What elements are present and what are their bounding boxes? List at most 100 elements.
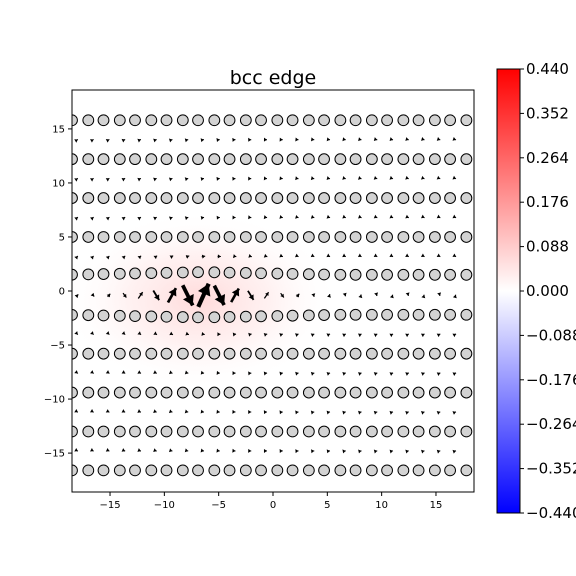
atom-marker xyxy=(176,311,189,323)
displacement-arrow xyxy=(327,294,331,298)
atom-marker xyxy=(223,266,236,279)
atom-marker xyxy=(113,231,126,243)
displacement-arrow xyxy=(263,291,270,299)
atom-marker xyxy=(129,310,141,323)
displacement-arrow xyxy=(74,177,79,182)
x-tick-label: 15 xyxy=(430,500,443,511)
atom-marker xyxy=(72,386,78,399)
atom-marker xyxy=(381,114,393,127)
atom-marker xyxy=(239,231,252,243)
displacement-arrow xyxy=(294,253,299,258)
atom-marker xyxy=(160,231,173,243)
displacement-arrow xyxy=(389,137,394,141)
atom-marker xyxy=(176,153,189,166)
y-tick-label: 5 xyxy=(59,232,65,243)
displacement-arrow xyxy=(405,253,410,258)
atom-marker xyxy=(286,231,299,243)
displacement-arrow xyxy=(310,410,315,415)
displacement-arrow xyxy=(326,449,331,454)
colorbar-ticks: 0.440 0.352 0.264 0.176 0.088 0.000 −0.088 −0.1… xyxy=(520,60,576,522)
displacement-arrow xyxy=(263,137,267,142)
atom-marker xyxy=(365,425,378,438)
displacement-arrow xyxy=(230,287,240,303)
atom-marker xyxy=(286,192,299,204)
atom-marker xyxy=(349,425,362,438)
colorbar-tick-label: −0.352 xyxy=(526,460,576,478)
displacement-arrow xyxy=(310,176,315,181)
displacement-arrow xyxy=(184,370,189,375)
displacement-arrow xyxy=(232,332,237,337)
atom-marker xyxy=(72,308,78,321)
displacement-arrow xyxy=(90,370,94,374)
displacement-arrow xyxy=(216,215,220,220)
displacement-arrow xyxy=(90,255,94,260)
atom-marker xyxy=(208,192,221,204)
displacement-arrow xyxy=(185,255,190,259)
atom-marker xyxy=(192,386,204,399)
atom-marker xyxy=(444,268,456,281)
displacement-arrow xyxy=(389,410,394,415)
atom-marker xyxy=(334,153,347,166)
atom-marker xyxy=(428,386,441,399)
atom-marker xyxy=(113,464,126,477)
y-tick-label: 15 xyxy=(52,124,65,135)
displacement-arrow xyxy=(405,410,409,415)
displacement-arrow xyxy=(232,215,236,220)
atom-marker xyxy=(223,153,236,166)
atom-marker xyxy=(208,266,221,279)
core-stress-glow xyxy=(72,210,340,390)
atom-marker xyxy=(365,231,378,243)
displacement-arrow xyxy=(200,138,205,143)
atom-marker xyxy=(302,347,315,360)
displacement-arrow xyxy=(310,253,315,258)
displacement-arrow xyxy=(405,333,410,338)
atom-marker xyxy=(412,231,425,243)
atom-marker xyxy=(302,425,315,438)
displacement-arrow xyxy=(200,215,205,220)
atom-marker xyxy=(208,386,221,399)
atom-marker xyxy=(145,464,158,477)
displacement-arrow xyxy=(279,215,283,219)
atom-marker xyxy=(397,464,410,477)
atom-marker xyxy=(460,464,473,477)
displacement-arrow xyxy=(436,449,441,454)
atom-marker xyxy=(97,114,110,127)
displacement-arrow xyxy=(358,214,362,219)
displacement-arrow xyxy=(421,372,425,376)
displacement-arrow xyxy=(358,137,362,142)
displacement-arrow xyxy=(90,177,94,182)
displacement-arrow xyxy=(247,290,255,301)
atom-marker xyxy=(334,308,347,321)
displacement-arrow xyxy=(248,371,252,376)
atom-marker xyxy=(255,153,267,166)
atom-marker xyxy=(381,386,393,399)
atom-marker xyxy=(223,192,236,204)
atom-marker xyxy=(444,425,456,438)
atom-marker xyxy=(318,268,330,281)
atom-marker xyxy=(223,114,236,127)
displacement-arrow xyxy=(153,255,158,260)
atom-marker xyxy=(97,347,110,360)
atom-marker xyxy=(428,425,441,438)
atom-marker xyxy=(365,386,378,399)
displacement-arrow xyxy=(420,253,425,258)
atom-marker xyxy=(444,347,456,360)
displacement-arrow xyxy=(263,176,268,181)
atom-marker xyxy=(271,267,284,280)
atom-marker xyxy=(286,309,299,322)
atom-marker xyxy=(72,425,78,438)
displacement-arrow xyxy=(74,370,79,374)
atom-marker xyxy=(349,386,362,399)
displacement-arrow xyxy=(452,333,457,338)
displacement-arrow xyxy=(420,333,425,338)
atom-marker xyxy=(208,347,221,360)
displacement-arrow xyxy=(184,409,189,414)
displacement-arrow xyxy=(295,176,299,181)
atom-marker xyxy=(397,347,410,360)
atom-marker xyxy=(129,231,141,243)
displacement-arrow xyxy=(153,138,157,143)
atom-marker xyxy=(412,308,425,321)
displacement-arrow xyxy=(169,255,174,259)
displacement-arrow xyxy=(168,216,173,221)
displacement-arrow xyxy=(420,411,425,415)
